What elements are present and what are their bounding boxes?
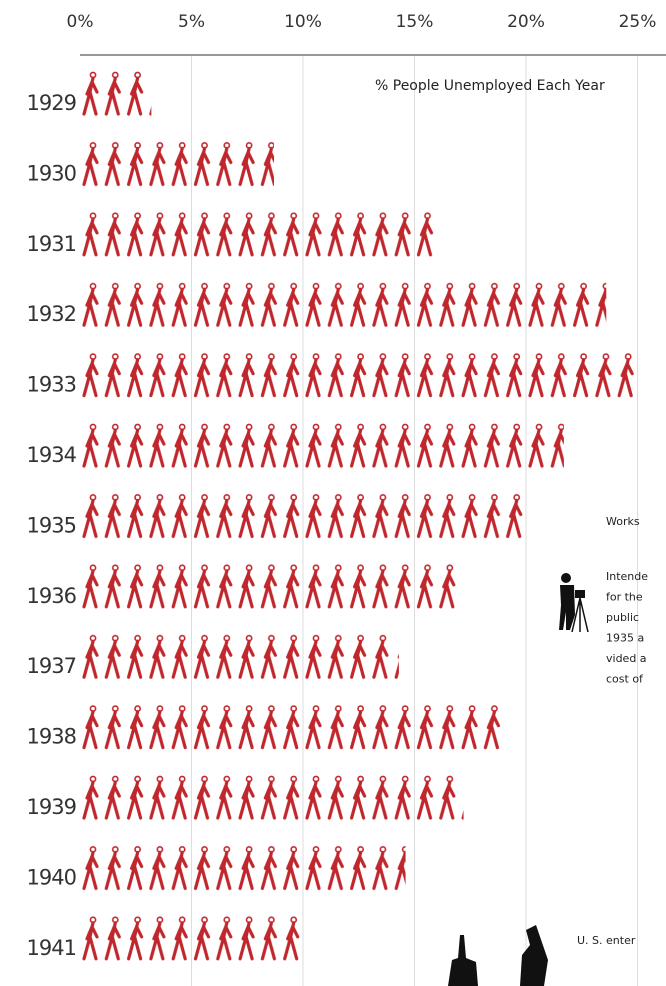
x-tick-label: 10% xyxy=(284,12,322,32)
y-tick-label: 1929 xyxy=(27,91,76,115)
annotation-line: vided a xyxy=(606,652,647,665)
y-tick-label: 1933 xyxy=(27,373,76,397)
x-tick-label: 25% xyxy=(619,12,657,32)
bar xyxy=(80,915,301,961)
bars xyxy=(80,70,635,961)
chart-title: % People Unemployed Each Year xyxy=(375,78,605,94)
bar xyxy=(80,492,528,538)
annotation-line: for the xyxy=(606,591,643,604)
annotation-text: Intende for the public 1935 a vided a cost of xyxy=(606,570,648,686)
bar xyxy=(80,844,406,890)
y-tick-label: 1941 xyxy=(27,936,76,960)
y-tick-label: 1930 xyxy=(27,161,76,185)
bar xyxy=(80,774,464,820)
bar xyxy=(80,633,399,679)
ship-icon xyxy=(448,925,548,986)
y-tick-label: 1936 xyxy=(27,584,77,608)
bar xyxy=(80,70,151,116)
x-tick-label: 15% xyxy=(396,12,434,32)
annotation-war: U. S. enter xyxy=(577,934,636,947)
y-tick-label: 1932 xyxy=(27,302,76,326)
y-tick-label: 1931 xyxy=(27,232,76,256)
photographer-icon xyxy=(559,573,588,632)
annotation-line: Intende xyxy=(606,570,648,583)
bar xyxy=(80,140,274,186)
annotation-line: public xyxy=(606,611,639,624)
x-tick-label: 5% xyxy=(178,12,205,32)
bar xyxy=(80,704,504,750)
y-tick-label: 1934 xyxy=(27,443,77,467)
y-tick-label: 1939 xyxy=(27,795,76,819)
y-tick-label: 1935 xyxy=(27,513,76,537)
chart: % People Unemployed Each Year Works Inte… xyxy=(0,0,666,986)
bar xyxy=(80,563,457,609)
bar xyxy=(80,211,435,257)
x-tick-label: 0% xyxy=(67,12,94,32)
y-tick-label: 1938 xyxy=(27,725,76,749)
bar xyxy=(80,352,635,398)
y-tick-label: 1940 xyxy=(27,865,76,889)
annotation-line: cost of xyxy=(606,673,644,686)
annotation-title: Works xyxy=(606,515,640,528)
bar xyxy=(80,281,606,327)
y-tick-label: 1937 xyxy=(27,654,76,678)
x-tick-label: 20% xyxy=(507,12,545,32)
bar xyxy=(80,422,564,468)
annotation-line: 1935 a xyxy=(606,632,644,645)
